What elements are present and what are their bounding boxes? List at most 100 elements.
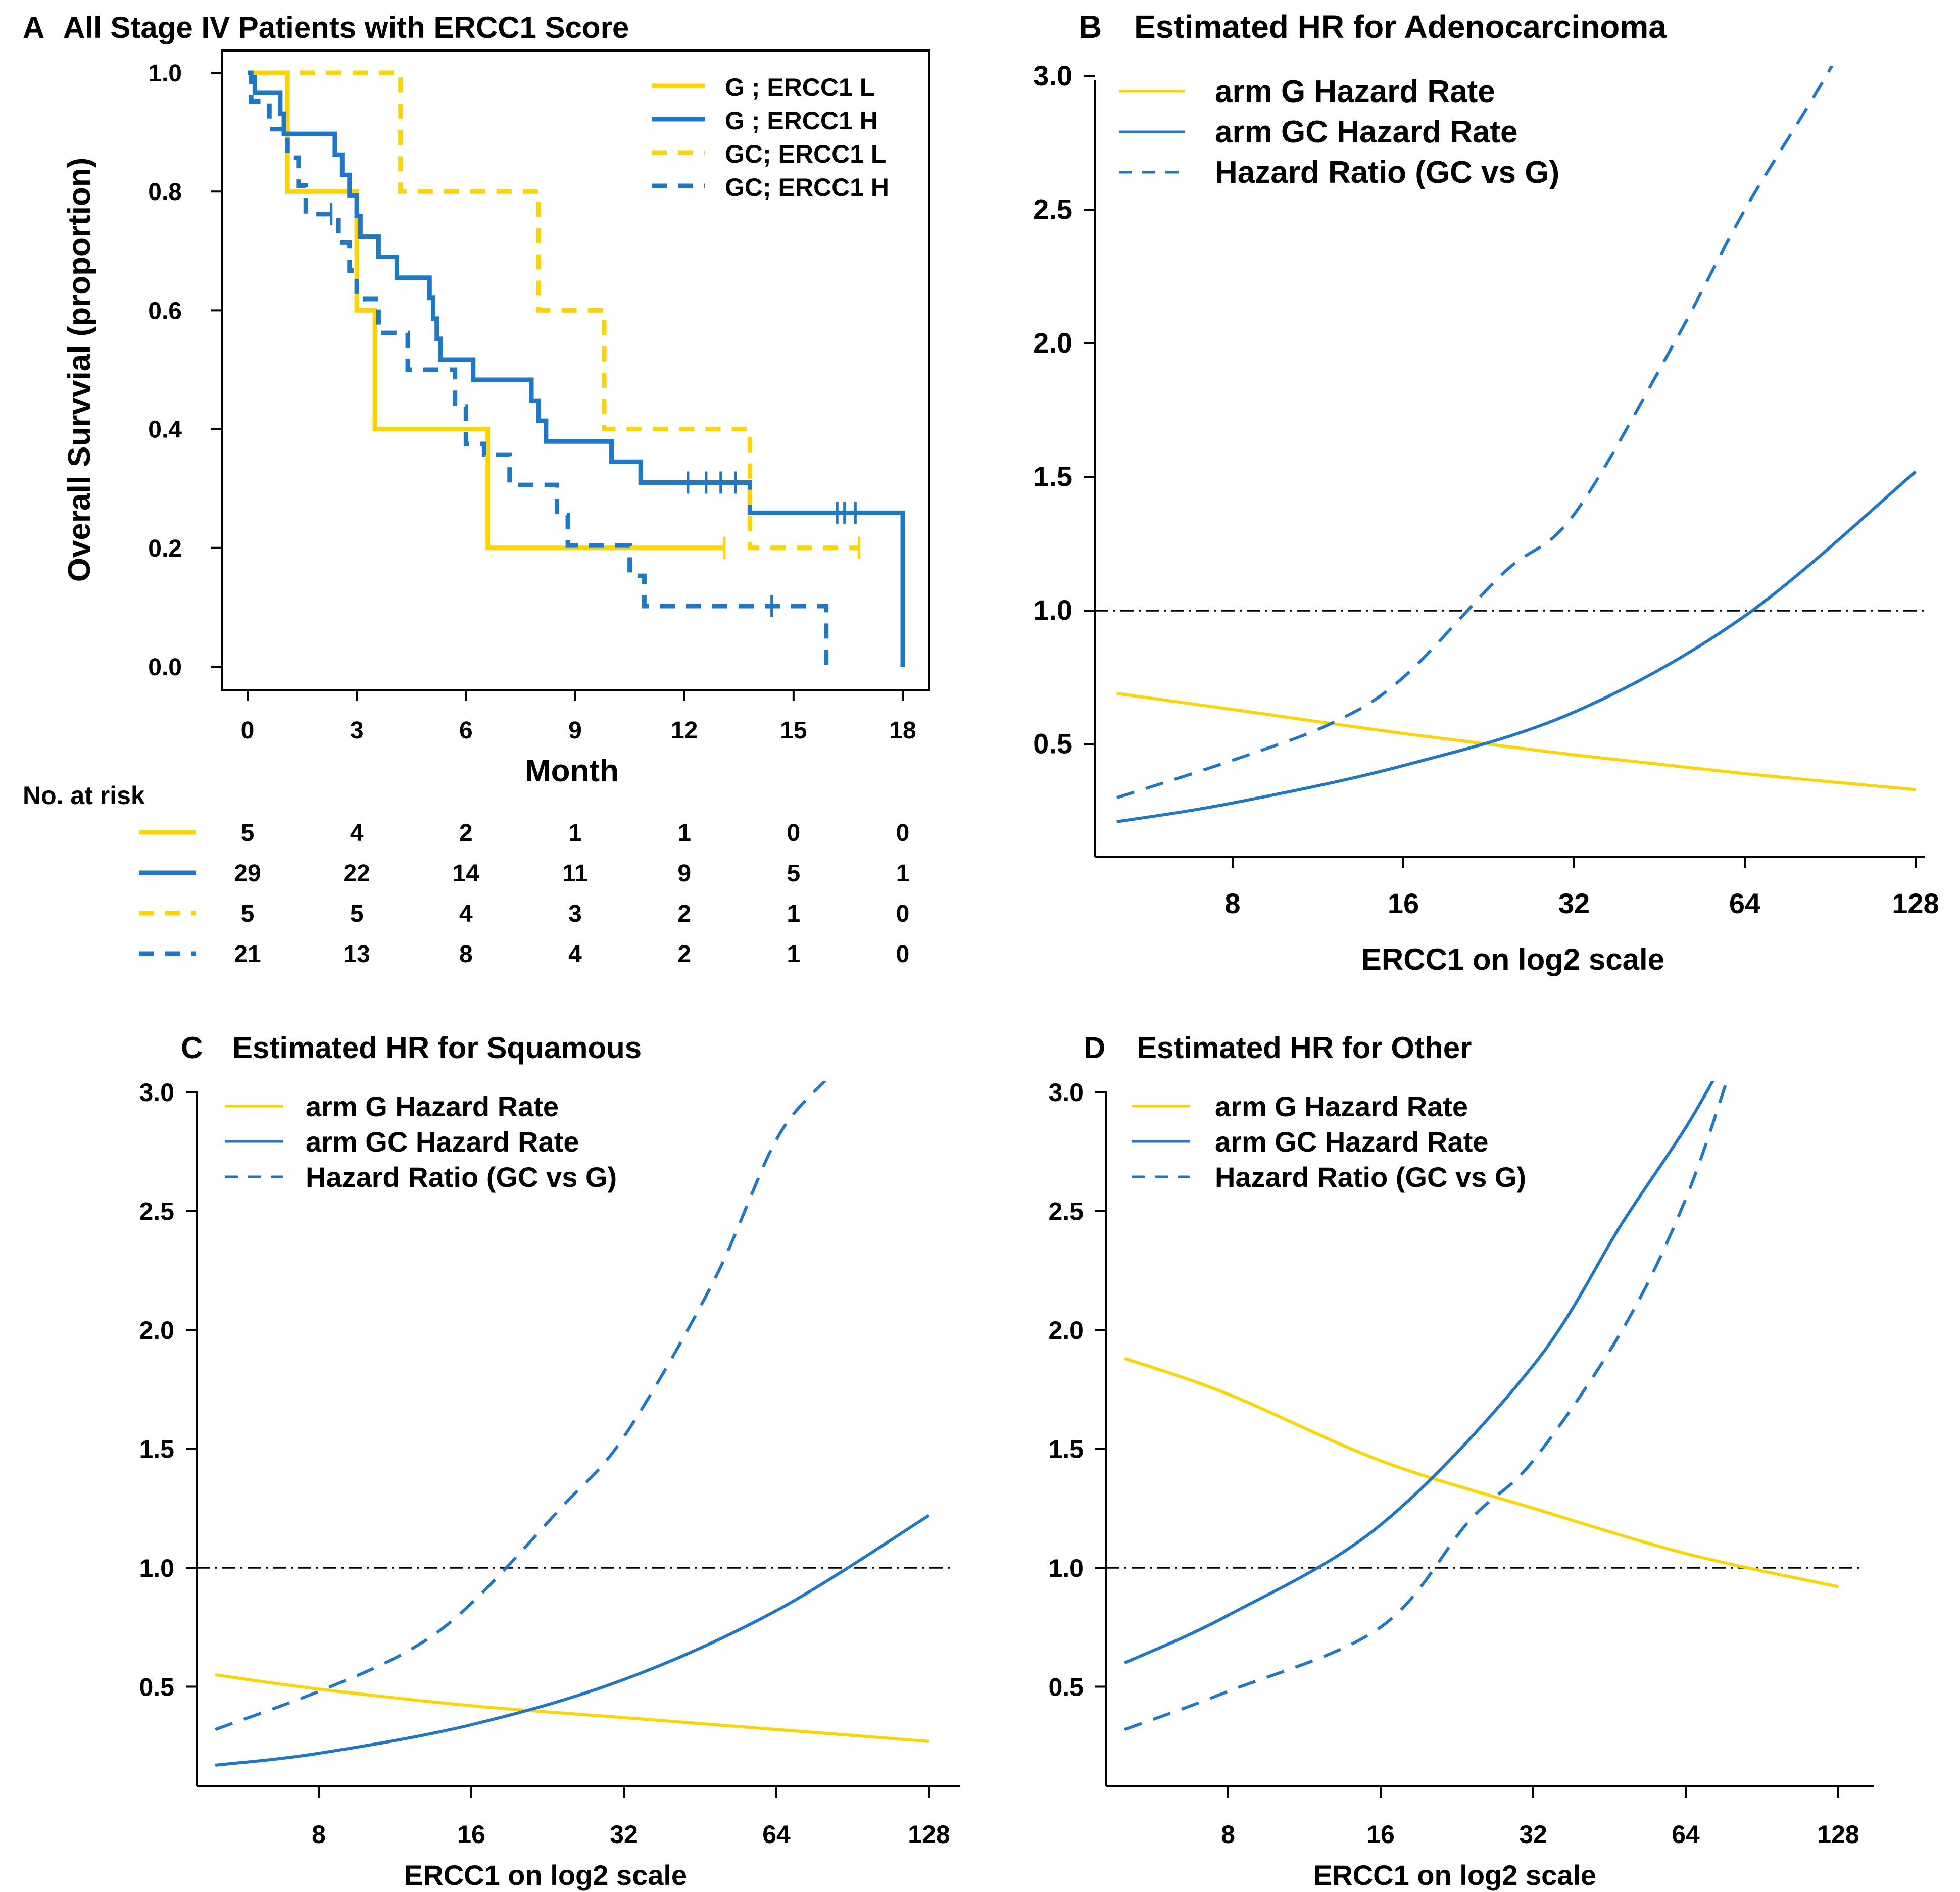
x-tick-label: 128 xyxy=(1817,1820,1859,1849)
km-curve-4 xyxy=(248,70,829,667)
y-axis: 0.0 0.2 0.4 0.6 0.8 1.0 xyxy=(148,60,222,681)
x-tick-label: 8 xyxy=(312,1820,326,1849)
legend: arm G Hazard Rate arm GC Hazard Rate Haz… xyxy=(1132,1090,1526,1193)
x-tick-label: 15 xyxy=(780,717,807,744)
risk-count: 8 xyxy=(459,941,473,968)
series-group xyxy=(248,70,905,667)
panel-b-letter: B xyxy=(1079,9,1102,45)
x-tick-label: 32 xyxy=(1558,887,1590,919)
legend-entry-label: GC; ERCC1 L xyxy=(725,140,886,168)
risk-count: 5 xyxy=(350,901,364,927)
legend-entry-label: arm GC Hazard Rate xyxy=(1215,115,1518,150)
y-tick-label: 3.0 xyxy=(1048,1078,1084,1107)
y-tick-label: 3.0 xyxy=(1033,60,1072,91)
km-curve-1 xyxy=(248,70,724,551)
legend-entry-label: arm GC Hazard Rate xyxy=(306,1126,579,1158)
legend-entry-label: arm GC Hazard Rate xyxy=(1215,1126,1489,1158)
y-tick-label: 0.5 xyxy=(139,1673,174,1702)
axes: 0.5 1.0 1.5 2.0 2.5 3.0 8 16 32 64 128 xyxy=(139,1078,950,1849)
km-curve-2 xyxy=(248,70,905,667)
x-tick-label: 32 xyxy=(610,1820,638,1849)
risk-table: 5 4 2 1 1 0 029 22 14 11 9 5 15 5 4 3 2 1 021 13 8 4 2 1 0 xyxy=(139,820,909,968)
x-tick-label: 8 xyxy=(1224,887,1240,919)
risk-count: 5 xyxy=(241,901,255,927)
x-tick-label: 12 xyxy=(671,717,698,744)
x-tick-label: 128 xyxy=(908,1820,950,1849)
x-tick-label: 16 xyxy=(457,1820,485,1849)
x-tick-label: 64 xyxy=(762,1820,791,1849)
y-tick-label: 2.0 xyxy=(1033,327,1072,359)
series-group xyxy=(197,1081,955,1767)
legend-entry-label: arm G Hazard Rate xyxy=(1215,74,1495,109)
series-line-1 xyxy=(1124,1357,1839,1588)
risk-count: 0 xyxy=(896,820,910,847)
legend: arm G Hazard Rate arm GC Hazard Rate Haz… xyxy=(225,1090,617,1193)
panel-b: B Estimated HR for Adenocarcinoma 0.5 1.0… xyxy=(1033,9,1939,976)
series-group xyxy=(1106,1081,1864,1731)
axes: 0.5 1.0 1.5 2.0 2.5 3.0 8 16 32 64 128 xyxy=(1033,60,1939,919)
risk-count: 4 xyxy=(350,820,364,847)
y-tick-label: 1.5 xyxy=(1033,461,1072,492)
legend-entry-label: Hazard Ratio (GC vs G) xyxy=(306,1161,617,1193)
y-tick-label: 1.5 xyxy=(1048,1435,1084,1464)
series-line-2 xyxy=(215,1514,930,1767)
risk-count: 0 xyxy=(896,941,910,968)
legend-entry-label: Hazard Ratio (GC vs G) xyxy=(1215,155,1559,190)
x-tick-label: 9 xyxy=(568,717,582,744)
risk-count: 5 xyxy=(787,860,800,887)
series-line-1 xyxy=(215,1673,929,1743)
km-curve-3 xyxy=(248,70,859,551)
risk-count: 1 xyxy=(787,941,800,968)
x-axis-label: Month xyxy=(525,754,619,788)
panel-c-title: Estimated HR for Squamous xyxy=(232,1031,642,1065)
legend-entry-label: Hazard Ratio (GC vs G) xyxy=(1215,1161,1526,1193)
legend: G ; ERCC1 L G ; ERCC1 H GC; ERCC1 L GC; … xyxy=(652,73,889,202)
panel-d-title: Estimated HR for Other xyxy=(1137,1031,1472,1065)
risk-count: 2 xyxy=(677,941,691,968)
x-tick-label: 18 xyxy=(889,717,916,744)
x-tick-label: 16 xyxy=(1366,1820,1395,1849)
x-axis-label: ERCC1 on log2 scale xyxy=(1361,942,1664,976)
y-tick-label: 3.0 xyxy=(139,1078,174,1107)
risk-count: 29 xyxy=(234,860,261,887)
risk-count: 11 xyxy=(562,860,588,887)
legend: arm G Hazard Rate arm GC Hazard Rate Haz… xyxy=(1119,74,1559,190)
y-tick-label: 0.2 xyxy=(148,535,182,562)
risk-count: 0 xyxy=(787,820,800,847)
x-tick-label: 128 xyxy=(1892,887,1939,919)
y-tick-label: 2.0 xyxy=(139,1316,174,1345)
legend-entry-label: G ; ERCC1 H xyxy=(725,107,878,135)
risk-count: 4 xyxy=(459,901,473,927)
y-tick-label: 1.0 xyxy=(1048,1554,1084,1582)
panel-d: D Estimated HR for Other 0.5 1.0 1.5 2.0 2.5… xyxy=(1048,1031,1874,1891)
risk-count: 3 xyxy=(568,901,582,927)
x-tick-label: 8 xyxy=(1221,1820,1235,1849)
series-group xyxy=(1096,66,1925,823)
panel-b-title: Estimated HR for Adenocarcinoma xyxy=(1134,9,1667,45)
panel-a: A All Stage IV Patients with ERCC1 Score… xyxy=(23,11,930,968)
risk-count: 1 xyxy=(896,860,910,887)
risk-count: 5 xyxy=(241,820,255,847)
y-tick-label: 0.5 xyxy=(1048,1673,1084,1702)
axes: 0.5 1.0 1.5 2.0 2.5 3.0 8 16 32 64 128 xyxy=(1048,1078,1859,1849)
x-axis: 0 3 6 9 12 15 18 xyxy=(241,690,916,744)
y-tick-label: 2.0 xyxy=(1048,1316,1084,1345)
y-tick-label: 0.6 xyxy=(148,297,182,324)
legend-entry-label: arm G Hazard Rate xyxy=(306,1090,559,1122)
risk-table-title: No. at risk xyxy=(23,781,145,810)
x-tick-label: 64 xyxy=(1672,1820,1700,1849)
risk-count: 14 xyxy=(453,860,480,887)
x-tick-label: 3 xyxy=(350,717,364,744)
y-axis-label: Overall Survvial (proportion) xyxy=(62,158,97,582)
risk-count: 21 xyxy=(234,941,261,968)
risk-count: 1 xyxy=(677,820,691,847)
series-line-3 xyxy=(1124,1081,1729,1731)
y-tick-label: 2.5 xyxy=(139,1198,174,1226)
risk-count: 22 xyxy=(343,860,370,887)
panel-d-letter: D xyxy=(1084,1031,1105,1065)
risk-count: 4 xyxy=(568,941,582,968)
y-tick-label: 2.5 xyxy=(1048,1198,1084,1226)
x-axis-label: ERCC1 on log2 scale xyxy=(1313,1859,1596,1891)
y-tick-label: 0.8 xyxy=(148,179,182,206)
